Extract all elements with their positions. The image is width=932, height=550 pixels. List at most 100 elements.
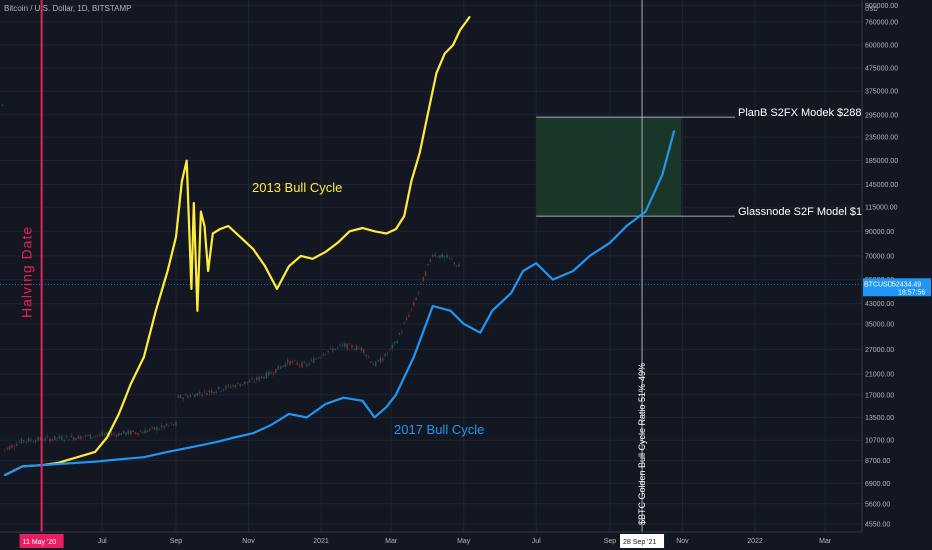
candle-body	[198, 392, 201, 394]
candle-body	[106, 431, 108, 435]
candle-body	[291, 360, 294, 363]
candle-body	[241, 384, 244, 385]
candle-body	[56, 437, 58, 439]
time-tick-label: Nov	[242, 538, 255, 545]
candle-body	[443, 255, 446, 258]
data-point-2013	[288, 265, 290, 268]
candle-body	[165, 423, 168, 426]
current-price-symbol: BTCUSD	[864, 281, 893, 288]
data-point-2013	[361, 227, 364, 229]
candle-body	[158, 428, 161, 430]
price-axis[interactable]: 900000.00 760000.00 600000.00 475000.00 3750…	[861, 0, 932, 550]
current-price-badge	[863, 278, 931, 297]
price-tick-label: 600000.00	[865, 43, 898, 50]
candle-body	[320, 357, 322, 358]
data-point-2013	[403, 215, 406, 218]
data-point-2013	[410, 180, 413, 183]
candle-body	[446, 255, 448, 258]
candle-body	[301, 361, 303, 368]
data-point-2013	[200, 210, 202, 213]
candle-body	[251, 378, 253, 380]
data-point-2013	[190, 288, 193, 290]
data-point-2017	[462, 323, 465, 325]
price-tick-label: 295000.00	[865, 112, 898, 119]
candle-body	[315, 358, 318, 360]
candle-body	[405, 317, 408, 320]
candle-body	[34, 440, 37, 443]
data-point-2017	[324, 402, 327, 405]
data-point-2013	[227, 225, 230, 227]
candle-body	[122, 430, 125, 434]
candle-body	[455, 265, 458, 267]
data-point-2017	[385, 406, 388, 408]
candle-body	[282, 365, 284, 367]
candle-body	[310, 360, 313, 361]
data-point-2013	[385, 232, 388, 235]
data-point-2013	[276, 288, 278, 290]
candle-body	[208, 390, 211, 393]
candle-body	[141, 432, 144, 434]
data-point-2013	[181, 180, 183, 183]
candle-body	[436, 256, 439, 258]
candle-body	[27, 437, 30, 442]
data-point-2017	[21, 465, 24, 468]
candle-body	[82, 436, 85, 438]
candle-body	[220, 390, 222, 392]
candle-body	[30, 439, 32, 441]
candle-body	[393, 341, 396, 344]
data-point-2013	[348, 230, 351, 233]
candle-body	[339, 344, 341, 346]
data-point-2013	[211, 232, 214, 235]
candle-body	[94, 436, 96, 437]
price-tick-label: 17000.00	[865, 392, 894, 399]
data-point-2017	[588, 255, 591, 257]
candle-body	[13, 446, 16, 448]
candle-body	[458, 264, 460, 268]
data-point-2013	[264, 265, 267, 268]
candle-body	[120, 433, 123, 436]
data-point-2017	[395, 393, 397, 396]
candle-body	[139, 431, 142, 433]
ratio-label: $BTC Golden Bull Cycle Ratio 51%-49%	[637, 363, 647, 525]
candle-body	[248, 380, 251, 383]
candle-body	[129, 430, 132, 435]
candle-body	[370, 361, 372, 363]
candle-body	[360, 347, 363, 351]
candle-body	[87, 435, 89, 436]
cycle-2017-label: 2017 Bull Cycle	[394, 422, 484, 437]
candle-body	[294, 360, 296, 361]
candle-body	[336, 346, 339, 348]
time-tick-label: May	[457, 538, 471, 545]
candle-body	[417, 292, 420, 293]
candle-body	[108, 434, 111, 438]
candle-body	[125, 432, 127, 435]
time-axis[interactable]: Jul Sep Nov 2021 Mar May Jul Sep Nov 2022 Mar	[0, 531, 862, 550]
data-point-2013	[336, 241, 339, 244]
data-point-2013	[373, 230, 376, 233]
candle-body	[153, 427, 156, 430]
candle-body	[367, 356, 370, 358]
candle-body	[363, 349, 365, 354]
data-point-2013	[418, 152, 421, 154]
candle-body	[327, 350, 329, 352]
data-point-2017	[625, 225, 628, 227]
candle-body	[332, 348, 334, 352]
candle-body	[70, 435, 73, 438]
price-tick-label: 10700.00	[865, 438, 894, 445]
candle-body	[68, 439, 70, 441]
data-point-2013	[468, 15, 471, 18]
data-point-2013	[203, 225, 206, 227]
candle-body	[225, 385, 227, 389]
candle-body	[341, 344, 344, 346]
planb-label: PlanB S2FX Modek $288k	[738, 107, 868, 119]
candle-body	[110, 433, 113, 435]
candle-body	[1, 104, 4, 106]
data-point-2013	[311, 257, 314, 260]
candle-body	[246, 382, 249, 383]
candle-body	[42, 440, 44, 442]
data-point-2013	[435, 72, 438, 75]
candle-body	[134, 432, 137, 434]
candle-body	[210, 390, 213, 394]
candle-body	[308, 363, 310, 365]
candle-body	[403, 323, 406, 325]
